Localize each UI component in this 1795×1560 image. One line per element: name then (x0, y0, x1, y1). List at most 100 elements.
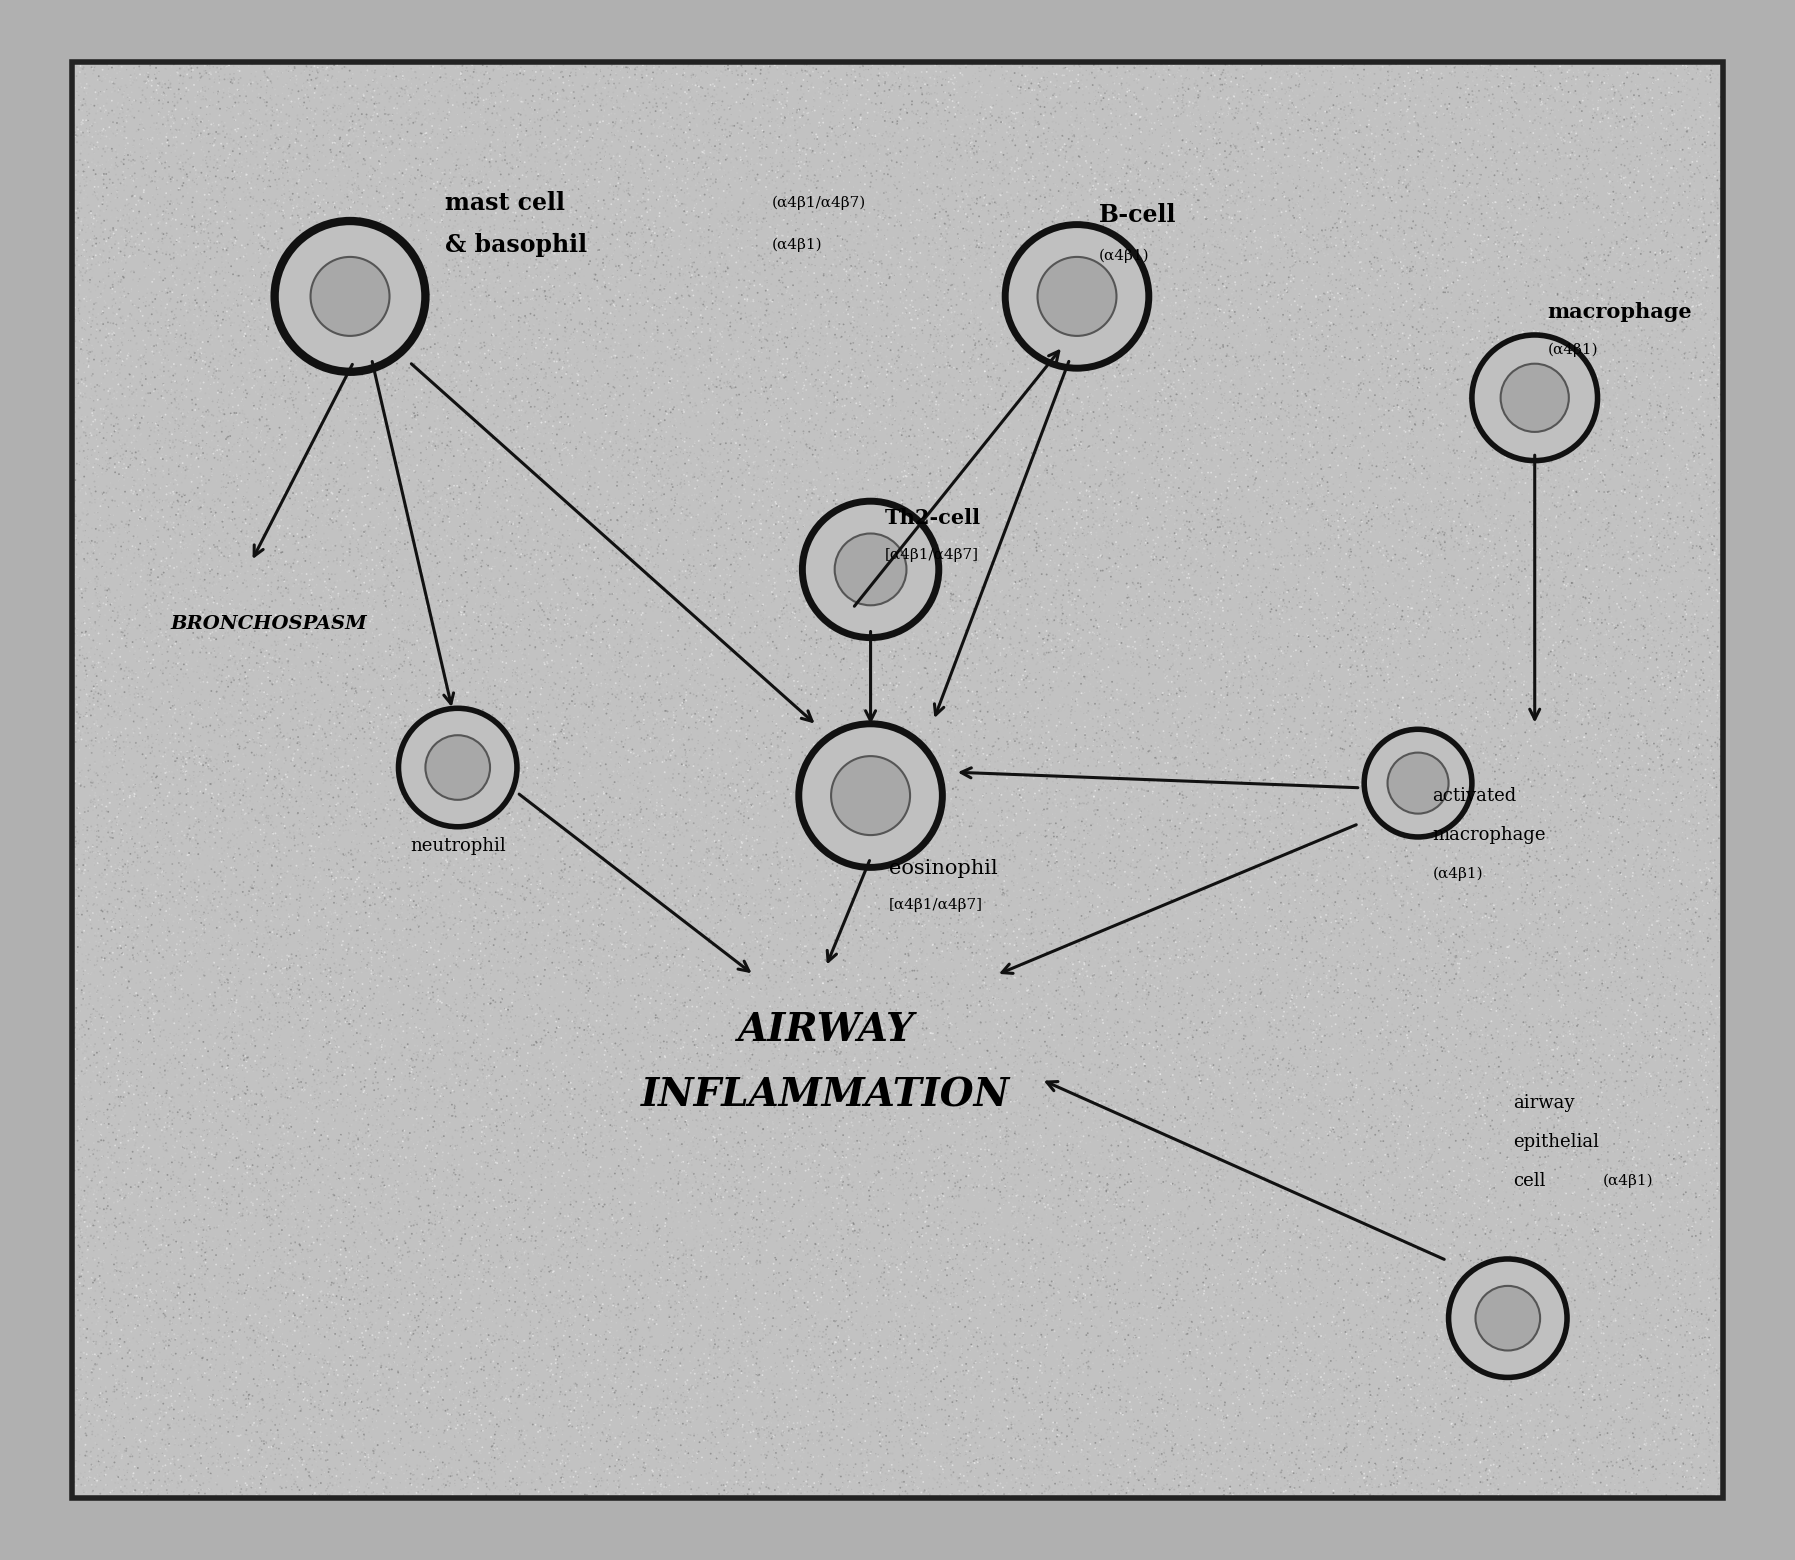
Point (1689, 1338, 1718, 1363)
Point (224, 1134, 253, 1159)
Point (458, 925, 486, 950)
Point (578, 938, 607, 963)
Point (589, 775, 617, 800)
Point (92, 583, 120, 608)
Point (81, 532, 109, 557)
Point (1344, 747, 1373, 772)
Point (282, 582, 311, 607)
Point (621, 796, 650, 821)
Point (1664, 727, 1693, 752)
Point (1055, 741, 1084, 766)
Point (1605, 538, 1633, 563)
Point (1684, 864, 1712, 889)
Point (1059, 839, 1088, 864)
Point (382, 797, 411, 822)
Point (863, 718, 892, 743)
Point (95, 747, 124, 772)
Point (707, 320, 736, 345)
Point (639, 555, 668, 580)
Point (551, 1318, 580, 1343)
Point (860, 1184, 889, 1209)
Point (1601, 616, 1630, 641)
Point (452, 546, 481, 571)
Point (964, 78, 993, 103)
Point (163, 1399, 192, 1424)
Point (318, 1465, 346, 1490)
Point (556, 236, 585, 261)
Point (1081, 1016, 1109, 1041)
Point (197, 1187, 226, 1212)
Point (1327, 264, 1355, 289)
Point (962, 1448, 991, 1473)
Point (302, 521, 330, 546)
Point (1174, 562, 1203, 587)
Point (311, 1324, 339, 1349)
Point (1111, 905, 1140, 930)
Point (1357, 911, 1386, 936)
Point (1461, 1253, 1490, 1278)
Point (411, 164, 440, 189)
Point (1097, 460, 1125, 485)
Point (1327, 1094, 1355, 1119)
Point (808, 1044, 836, 1069)
Point (835, 574, 863, 599)
Point (425, 62, 454, 87)
Point (1172, 669, 1201, 694)
Point (1143, 256, 1172, 281)
Point (804, 1477, 833, 1502)
Point (695, 892, 723, 917)
Point (275, 992, 303, 1017)
Point (352, 379, 381, 404)
Point (555, 142, 583, 167)
Point (614, 724, 643, 749)
Point (664, 618, 693, 643)
Point (431, 1416, 460, 1441)
Point (819, 948, 847, 973)
Point (63, 855, 92, 880)
Point (556, 412, 585, 437)
Point (416, 1285, 445, 1310)
Point (817, 285, 845, 310)
Point (517, 1023, 546, 1048)
Point (1046, 53, 1075, 78)
Point (1339, 95, 1368, 120)
Point (309, 933, 337, 958)
Point (1190, 1281, 1219, 1306)
Point (968, 1126, 996, 1151)
Point (485, 853, 513, 878)
Point (804, 883, 833, 908)
Point (377, 548, 406, 573)
Point (467, 1025, 495, 1050)
Point (1490, 1067, 1519, 1092)
Point (944, 803, 973, 828)
Point (1563, 724, 1592, 749)
Point (1650, 445, 1678, 470)
Point (1623, 554, 1651, 579)
Point (716, 437, 745, 462)
Point (504, 914, 533, 939)
Point (544, 838, 573, 863)
Point (275, 733, 303, 758)
Point (386, 186, 415, 211)
Point (406, 658, 434, 683)
Point (662, 839, 691, 864)
Point (1296, 1295, 1325, 1320)
Point (1287, 56, 1316, 81)
Point (1506, 1070, 1535, 1095)
Point (1160, 1332, 1188, 1357)
Point (896, 705, 924, 730)
Point (648, 1477, 677, 1502)
Point (587, 1206, 616, 1231)
Point (858, 927, 887, 952)
Point (1587, 332, 1616, 357)
Point (1445, 1215, 1474, 1240)
Point (145, 192, 174, 217)
Point (878, 168, 906, 193)
Point (815, 872, 844, 897)
Point (1508, 913, 1537, 938)
Point (565, 100, 594, 125)
Point (1165, 1480, 1194, 1505)
Point (1596, 1034, 1624, 1059)
Point (772, 1083, 801, 1108)
Point (483, 248, 512, 273)
